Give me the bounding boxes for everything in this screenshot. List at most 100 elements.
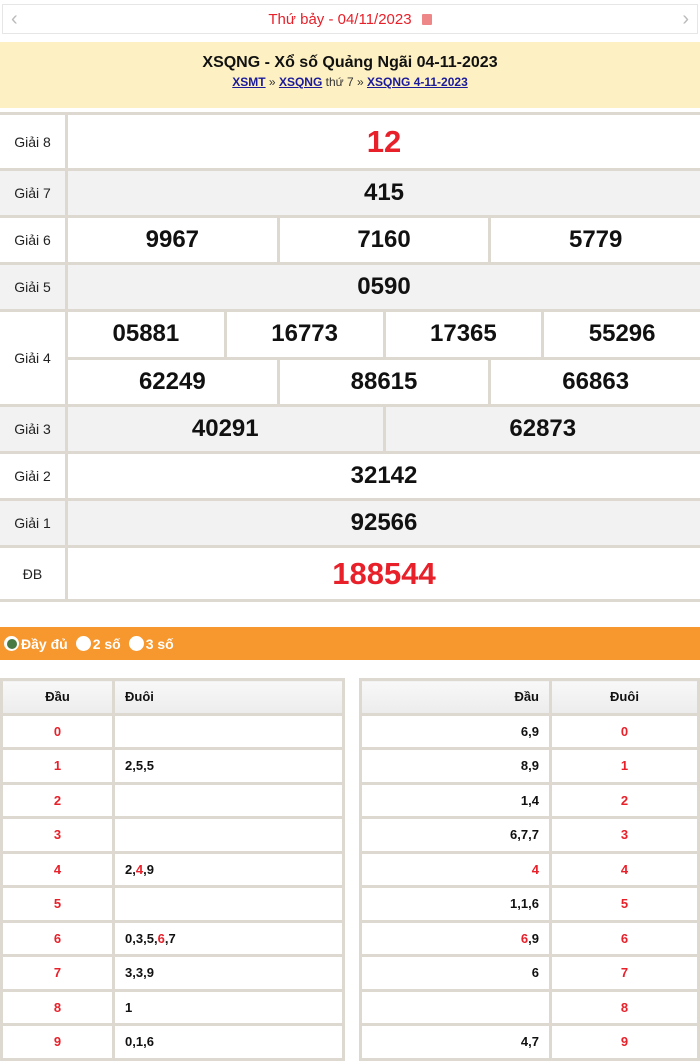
breadcrumb-xsqng-date[interactable]: XSQNG 4-11-2023 <box>367 75 468 89</box>
loto-by-tail-table: Đầu Đuôi 6,9 0 8,9 1 1,4 2 6,7,7 3 4 4 1,1,6 5 6,9 6 6 7 8… <box>359 678 700 1061</box>
loto-row: 0 <box>0 712 345 750</box>
loto-digit: 3 <box>135 965 144 981</box>
breadcrumb-xsqng[interactable]: XSQNG <box>278 75 323 89</box>
loto-row: 5 <box>0 885 345 923</box>
table-header-row: Đầu Đuôi <box>359 678 700 716</box>
loto-values: 3,3,9 <box>112 954 345 992</box>
prize-number: 415 <box>363 179 405 206</box>
loto-row: 6,9 0 <box>359 712 700 750</box>
loto-values <box>112 885 345 923</box>
page-title: XSQNG - Xổ số Quảng Ngãi 04-11-2023 <box>202 54 498 71</box>
prize-numbers: 92566 <box>68 501 700 545</box>
prize-line: 9967 7160 5779 <box>68 218 700 262</box>
prize-line: 32142 <box>68 454 700 498</box>
chevron-right-icon[interactable]: › <box>682 8 689 30</box>
prize-label: Giải 8 <box>0 115 68 168</box>
prize-line: 12 <box>68 115 700 168</box>
loto-digit: 6 <box>510 827 518 843</box>
loto-key-digit: 6 <box>549 919 700 957</box>
loto-values: 4,7 <box>359 1023 552 1061</box>
radio-button[interactable] <box>75 636 91 651</box>
loto-digit: 4 <box>531 792 539 808</box>
display-options-bar: Đầy đủ 2 số 3 số <box>0 627 700 660</box>
loto-key-digit: 0 <box>549 712 700 750</box>
results-header: XSQNG - Xổ số Quảng Ngãi 04-11-2023 XSMT… <box>0 42 700 108</box>
loto-digit: 3 <box>135 930 144 946</box>
option-1[interactable]: 2 số <box>75 636 121 652</box>
col-head-header: Đầu <box>0 678 115 716</box>
breadcrumb-xsmt[interactable]: XSMT <box>232 75 266 89</box>
prize-numbers: 40291 62873 <box>68 407 700 451</box>
table-header-row: Đầu Đuôi <box>0 678 345 716</box>
prize-row: Giải 5 0590 <box>0 265 700 312</box>
loto-digit: 6 <box>520 930 529 946</box>
option-2[interactable]: 3 số <box>128 636 174 652</box>
loto-digit: 7 <box>520 827 529 843</box>
loto-values: 4 <box>359 850 552 888</box>
prize-row: Giải 4 05881 16773 17365 55296 62249 88615 6686… <box>0 312 700 407</box>
loto-key-digit: 3 <box>549 816 700 854</box>
loto-digit: 7 <box>531 1034 539 1050</box>
loto-digit: 5 <box>146 758 154 774</box>
loto-values: 8,9 <box>359 747 552 785</box>
loto-values: 1 <box>112 988 345 1026</box>
loto-key-digit: 8 <box>0 988 115 1026</box>
loto-key-digit: 1 <box>549 747 700 785</box>
loto-digit: 0 <box>125 1034 133 1050</box>
loto-key-digit: 3 <box>0 816 115 854</box>
prize-line: 62249 88615 66863 <box>68 356 700 404</box>
prize-row: Giải 2 32142 <box>0 454 700 501</box>
loto-row: 6,9 6 <box>359 919 700 957</box>
loto-values: 6,9 <box>359 712 552 750</box>
loto-row: 8,9 1 <box>359 747 700 785</box>
breadcrumb: XSMT » XSQNG thứ 7 » XSQNG 4-11-2023 <box>0 75 700 89</box>
loto-digit: 9 <box>531 758 539 774</box>
calendar-icon[interactable] <box>421 13 432 25</box>
weekday-label: Thứ bảy - <box>268 10 338 28</box>
prize-number: 55296 <box>541 312 700 357</box>
prize-number: 92566 <box>350 509 418 536</box>
loto-digit: 5 <box>135 758 144 774</box>
prize-row: ĐB 188544 <box>0 548 700 602</box>
prize-label: Giải 3 <box>0 407 68 451</box>
option-0[interactable]: Đầy đủ <box>4 636 68 652</box>
radio-button[interactable] <box>128 636 144 651</box>
loto-row: 4,7 9 <box>359 1023 700 1061</box>
loto-row: 6,7,7 3 <box>359 816 700 854</box>
loto-values: 1,4 <box>359 781 552 819</box>
loto-key-digit: 1 <box>0 747 115 785</box>
loto-key-digit: 4 <box>549 850 700 888</box>
prize-number: 66863 <box>488 359 700 404</box>
prize-number: 188544 <box>332 555 436 591</box>
loto-key-digit: 5 <box>0 885 115 923</box>
prize-numbers: 32142 <box>68 454 700 498</box>
prize-number: 62249 <box>138 367 206 395</box>
chevron-left-icon[interactable]: ‹ <box>11 8 18 30</box>
prize-line: 92566 <box>68 501 700 545</box>
col-tail-header: Đuôi <box>549 678 700 716</box>
breadcrumb-text: thứ 7 » <box>322 75 368 89</box>
prize-label: Giải 1 <box>0 501 68 545</box>
date-picker[interactable]: Thứ bảy - 04/11/2023 <box>268 10 432 28</box>
loto-digit: 6 <box>531 965 539 981</box>
prize-number: 88615 <box>276 359 489 404</box>
loto-values: 6,7,7 <box>359 816 552 854</box>
loto-digit: 9 <box>531 930 539 946</box>
loto-digit: 2 <box>125 758 133 774</box>
loto-row: 1,1,6 5 <box>359 885 700 923</box>
loto-digit: 6 <box>520 723 529 739</box>
prize-numbers: 188544 <box>68 548 700 599</box>
prize-number: 62873 <box>382 407 700 451</box>
loto-digit: 1 <box>510 896 518 912</box>
prize-line: 415 <box>68 171 700 215</box>
loto-key-digit: 2 <box>549 781 700 819</box>
loto-digit: 9 <box>531 723 539 739</box>
loto-by-head-table: Đầu Đuôi 0 1 2,5,5 2 3 4 2,4,9 5 6 0,3,5,6,7 7 3,3,9 8… <box>0 678 345 1061</box>
radio-button[interactable] <box>4 636 19 651</box>
prize-label: ĐB <box>0 548 68 599</box>
prize-number: 5779 <box>488 218 700 262</box>
loto-digit: 2 <box>125 861 133 877</box>
date-navigator: ‹ Thứ bảy - 04/11/2023 › <box>2 4 698 34</box>
